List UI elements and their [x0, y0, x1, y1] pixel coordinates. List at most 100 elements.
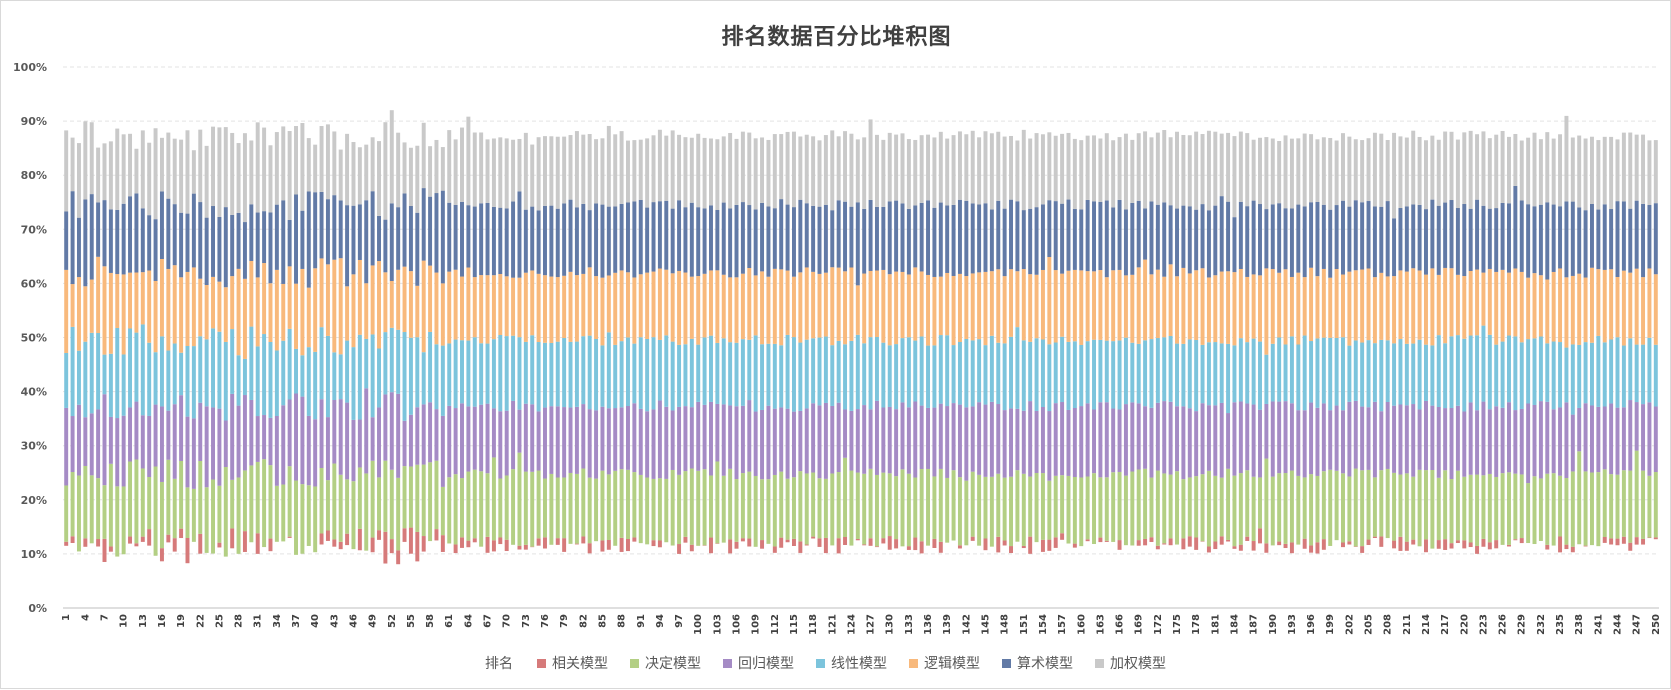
bar-segment: [1098, 201, 1103, 271]
bar-segment: [1347, 206, 1352, 272]
y-tick-label: 60%: [21, 277, 47, 290]
bar-segment: [1232, 272, 1237, 346]
bar-segment: [217, 331, 222, 409]
bar-segment: [121, 274, 126, 355]
bar-segment: [466, 267, 471, 341]
bar-segment: [715, 342, 720, 404]
bar-segment: [1615, 139, 1620, 202]
bar-segment: [453, 269, 458, 340]
bar-segment: [70, 326, 75, 417]
bar-segment: [1558, 536, 1563, 553]
bar-segment: [1168, 137, 1173, 206]
bar-segment: [1583, 277, 1588, 343]
bar-segment: [1098, 270, 1103, 340]
bar-segment: [753, 335, 758, 412]
bar-segment: [1545, 473, 1550, 545]
bar-segment: [594, 339, 599, 411]
bar-segment: [1519, 474, 1524, 539]
bar-segment: [766, 276, 771, 344]
x-tick-label: 16: [157, 614, 168, 628]
bar-segment: [1213, 205, 1218, 276]
bar-segment: [772, 474, 777, 547]
bar-segment: [357, 334, 362, 420]
x-tick-label: 238: [1574, 614, 1585, 635]
bar-segment: [453, 204, 458, 270]
bar-segment: [1168, 538, 1173, 546]
bar-segment: [983, 271, 988, 346]
bar-segment: [587, 134, 592, 211]
bar-segment: [1366, 340, 1371, 408]
bar-segment: [1551, 271, 1556, 342]
bar-segment: [96, 333, 101, 410]
x-tick-label: 67: [483, 614, 494, 628]
bar-segment: [721, 404, 726, 476]
bar-segment: [517, 337, 522, 410]
bar-segment: [230, 329, 235, 394]
bar-segment: [581, 536, 586, 544]
bar-segment: [1315, 201, 1320, 277]
x-tick-label: 208: [1383, 614, 1394, 635]
bar-segment: [345, 133, 350, 206]
x-tick-label: 229: [1517, 614, 1528, 635]
bar-segment: [1519, 342, 1524, 409]
bar-segment: [179, 352, 184, 396]
bar-segment: [523, 209, 528, 273]
bar-segment: [249, 326, 254, 400]
bar-segment: [1002, 477, 1007, 541]
bar-segment: [472, 132, 477, 207]
bar-segment: [517, 277, 522, 338]
bar-segment: [383, 272, 388, 333]
bar-segment: [242, 395, 247, 471]
bar-segment: [179, 212, 184, 278]
bar-segment: [555, 538, 560, 545]
bar-segment: [147, 415, 152, 477]
bar-segment: [1449, 479, 1454, 544]
bar-segment: [1092, 135, 1096, 202]
bar-segment: [1232, 546, 1237, 549]
bar-segment: [223, 207, 228, 288]
bar-segment: [849, 133, 854, 207]
bar-segment: [849, 470, 854, 546]
bar-segment: [670, 130, 675, 209]
bar-segment: [108, 546, 113, 552]
bar-segment: [1251, 274, 1256, 339]
bar-segment: [945, 477, 950, 543]
bar-segment: [581, 336, 586, 405]
bar-segment: [485, 473, 490, 537]
bar-segment: [504, 208, 509, 277]
bar-segment: [753, 411, 758, 476]
bar-segment: [894, 409, 899, 477]
bar-segment: [1238, 201, 1243, 269]
bar-segment: [1436, 139, 1441, 206]
bar-segment: [421, 352, 426, 405]
bar-segment: [926, 345, 931, 408]
bar-segment: [434, 272, 439, 345]
bar-segment: [1136, 403, 1141, 470]
x-tick-label: 130: [885, 614, 896, 635]
bar-segment: [1551, 473, 1556, 546]
bar-segment: [1321, 268, 1326, 338]
bar-segment: [1040, 339, 1045, 407]
bar-segment: [1538, 275, 1543, 337]
bar-segment: [1602, 537, 1607, 543]
bar-segment: [204, 487, 209, 553]
bar-segment: [1615, 276, 1620, 338]
bar-segment: [1379, 133, 1384, 207]
x-tick-label: 226: [1498, 614, 1509, 635]
bar-segment: [325, 530, 330, 541]
bar-segment: [223, 420, 228, 468]
bar-segment: [1615, 201, 1620, 277]
bar-segment: [919, 336, 924, 406]
bar-segment: [868, 409, 873, 469]
bar-segment: [1060, 203, 1065, 274]
bar-segment: [1455, 405, 1460, 471]
bar-segment: [677, 544, 682, 554]
bar-segment: [1481, 475, 1486, 539]
bar-segment: [1181, 205, 1186, 268]
bar-segment: [255, 346, 260, 417]
bar-segment: [1647, 337, 1652, 403]
bar-segment: [408, 527, 413, 554]
bar-segment: [1066, 341, 1071, 410]
bar-segment: [76, 277, 81, 351]
bar-segment: [242, 531, 247, 552]
